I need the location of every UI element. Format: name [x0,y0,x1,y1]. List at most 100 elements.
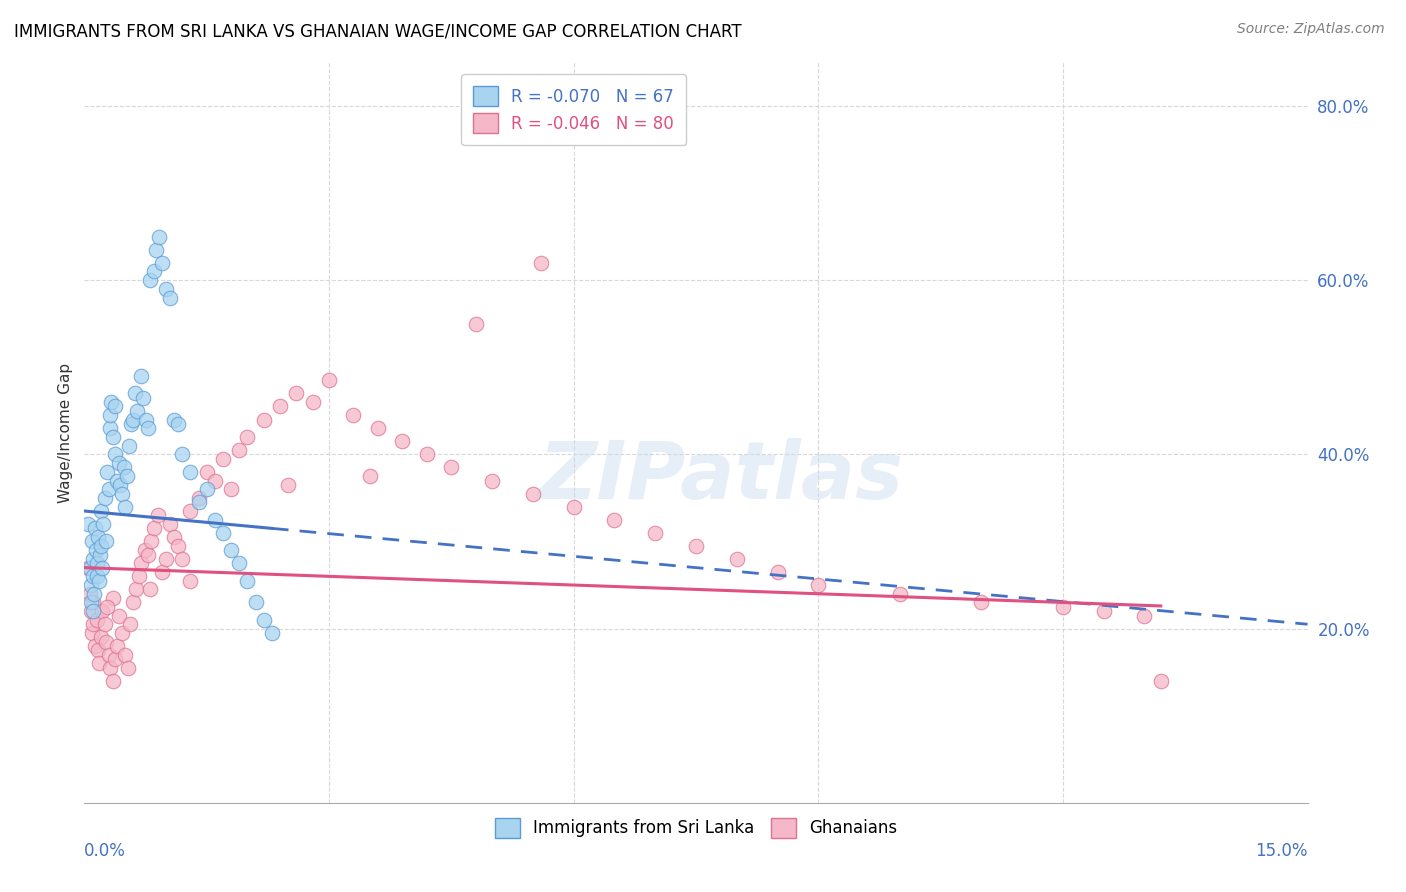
Point [277,478,299,492]
Point [122,595,145,609]
Point [725,552,748,566]
Point [644,525,666,540]
Point [159,291,181,305]
Point [128,569,150,583]
Point [807,578,830,592]
Point [204,474,226,488]
Point [138,273,160,287]
Point [204,513,226,527]
Point [87,657,110,671]
Point [89,548,111,562]
Point [146,508,169,523]
Point [101,591,124,606]
Point [1150,673,1173,688]
Point [101,673,124,688]
Point [359,469,381,483]
Point [127,404,149,418]
Point [93,491,115,505]
Point [117,661,139,675]
Point [98,421,121,435]
Point [82,617,104,632]
Point [179,504,201,518]
Point [80,604,103,618]
Point [108,608,131,623]
Point [80,595,103,609]
Point [90,630,112,644]
Point [101,430,124,444]
Point [82,604,104,618]
Point [172,552,194,566]
Point [82,552,104,566]
Point [83,587,105,601]
Point [219,543,242,558]
Point [77,517,100,532]
Point [301,395,323,409]
Text: ZIPatlas: ZIPatlas [538,438,903,516]
Point [142,521,165,535]
Point [86,569,108,583]
Point [142,264,165,278]
Point [150,565,173,579]
Point [228,556,250,570]
Point [132,391,155,405]
Y-axis label: Wage/Income Gap: Wage/Income Gap [58,362,73,503]
Point [111,626,134,640]
Point [1092,604,1115,618]
Point [112,460,135,475]
Point [889,587,911,601]
Point [167,417,190,431]
Point [118,617,141,632]
Point [100,395,122,409]
Point [115,469,138,483]
Point [82,595,104,609]
Point [84,521,107,535]
Point [970,595,993,609]
Point [80,626,103,640]
Point [96,634,118,648]
Point [125,582,148,597]
Point [1052,599,1074,614]
Point [1133,608,1156,623]
Point [342,408,364,422]
Point [86,613,108,627]
Point [212,525,235,540]
Text: 15.0%: 15.0% [1256,842,1308,860]
Point [79,560,101,574]
Point [138,582,160,597]
Point [136,548,159,562]
Point [79,587,101,601]
Point [562,500,585,514]
Legend: Immigrants from Sri Lanka, Ghanaians: Immigrants from Sri Lanka, Ghanaians [486,809,905,847]
Point [124,386,146,401]
Point [179,574,201,588]
Point [90,504,112,518]
Point [530,256,553,270]
Point [110,478,132,492]
Point [285,386,308,401]
Point [367,421,389,435]
Point [141,534,163,549]
Point [159,517,181,532]
Point [522,486,544,500]
Point [91,517,114,532]
Point [464,317,486,331]
Point [150,256,173,270]
Point [685,539,707,553]
Point [91,604,114,618]
Text: IMMIGRANTS FROM SRI LANKA VS GHANAIAN WAGE/INCOME GAP CORRELATION CHART: IMMIGRANTS FROM SRI LANKA VS GHANAIAN WA… [14,22,742,40]
Point [228,443,250,458]
Point [105,474,128,488]
Point [87,574,110,588]
Point [114,648,136,662]
Point [114,500,136,514]
Point [91,560,114,574]
Point [90,539,112,553]
Point [100,661,122,675]
Point [219,482,242,496]
Text: 0.0%: 0.0% [84,842,127,860]
Point [97,648,120,662]
Point [187,491,209,505]
Point [179,465,201,479]
Point [80,534,103,549]
Point [253,613,276,627]
